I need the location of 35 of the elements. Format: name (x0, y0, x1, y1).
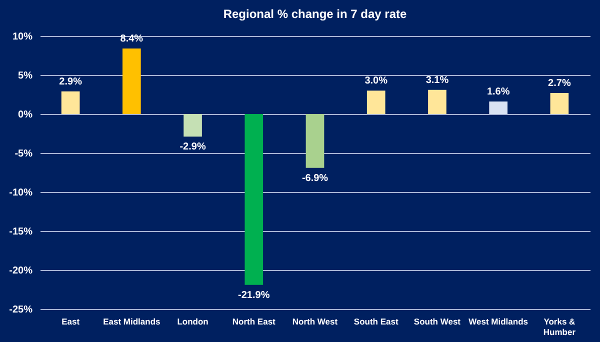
data-label: 2.9% (59, 76, 82, 88)
x-tick-label: South West (414, 316, 461, 326)
bar (489, 102, 508, 114)
x-tick-label: Yorks & Humber (543, 316, 576, 337)
y-tick-label: -25% (9, 304, 33, 316)
bar (366, 90, 386, 114)
y-tick-label: -15% (9, 226, 33, 238)
data-label: 3.1% (426, 74, 449, 86)
bar (61, 91, 80, 114)
data-label: -6.9% (302, 172, 328, 184)
data-label: -21.9% (238, 290, 270, 301)
x-tick-label: West Midlands (468, 316, 528, 326)
y-tick-label: -10% (9, 188, 33, 198)
bar (550, 92, 569, 114)
chart-title: Regional % change in 7 day rate (223, 7, 408, 21)
x-tick-label: East (62, 316, 80, 326)
bar (306, 114, 324, 168)
data-label: 3.0% (364, 76, 388, 87)
bar (122, 48, 141, 114)
bar (244, 114, 264, 285)
x-tick-label: South East (354, 316, 398, 326)
x-tick-label: London (177, 316, 208, 326)
x-tick-label: East Midlands (103, 316, 161, 326)
y-tick-label: -5% (14, 148, 33, 160)
data-label: 1.6% (486, 86, 510, 98)
y-tick-label: 10% (12, 32, 33, 42)
x-tick-label: North East (232, 316, 276, 326)
bar (428, 90, 446, 114)
y-tick-label: 5% (18, 70, 33, 82)
y-tick-label: 0% (18, 110, 33, 120)
data-label: 2.7% (548, 78, 571, 89)
bar (184, 114, 202, 137)
x-tick-label: North West (292, 316, 338, 326)
y-tick-label: -20% (9, 266, 33, 276)
data-label: -2.9% (180, 142, 206, 153)
